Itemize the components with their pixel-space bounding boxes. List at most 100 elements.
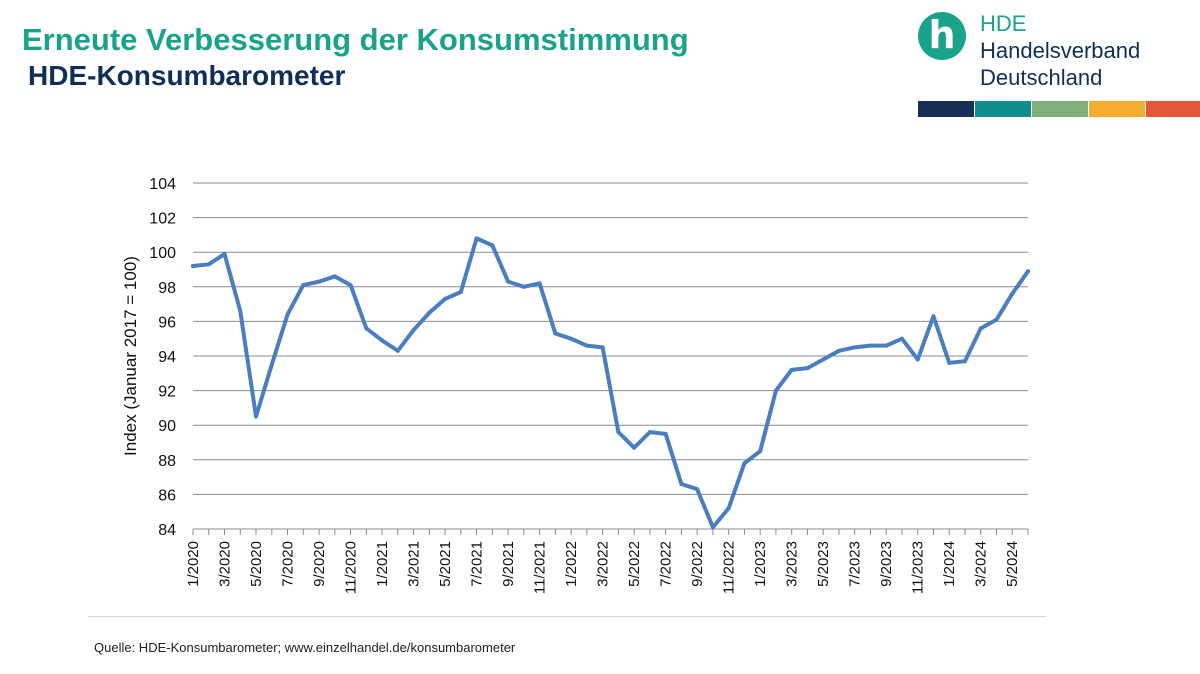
- logo-line-deutschland: Deutschland: [980, 65, 1103, 90]
- data-point: [852, 345, 857, 350]
- data-point: [206, 262, 211, 267]
- x-tick-label: 11/2020: [343, 541, 360, 594]
- page-subtitle: HDE-Konsumbarometer: [28, 60, 346, 91]
- data-point: [805, 366, 810, 371]
- data-point: [632, 445, 637, 450]
- logo-color-segment-1: [918, 101, 974, 117]
- x-tick-label: 7/2022: [658, 541, 675, 587]
- data-point: [931, 314, 936, 319]
- x-tick-label: 7/2020: [280, 541, 297, 587]
- data-point: [238, 309, 243, 314]
- data-point: [317, 279, 322, 284]
- data-point: [1026, 269, 1030, 274]
- x-tick-label: 11/2022: [721, 541, 738, 594]
- series-line-1: [191, 236, 1030, 530]
- logo-text: HDE Handelsverband Deutschland: [980, 10, 1140, 91]
- data-point: [663, 431, 668, 436]
- data-point: [458, 289, 463, 294]
- data-point: [947, 360, 952, 365]
- x-tick-label: 11/2021: [532, 541, 549, 594]
- data-point: [994, 317, 999, 322]
- data-point: [868, 343, 873, 348]
- logo-line-handelsverband: Handelsverband: [980, 38, 1141, 63]
- x-tick-label: 11/2023: [910, 541, 927, 594]
- x-tick-label: 5/2020: [248, 541, 265, 587]
- x-tick-label: 1/2024: [941, 541, 958, 587]
- data-point: [584, 343, 589, 348]
- x-tick-label: 3/2020: [217, 541, 234, 587]
- data-point: [758, 449, 763, 454]
- x-tick-label: 3/2023: [784, 541, 801, 587]
- data-point: [521, 284, 526, 289]
- data-point: [899, 336, 904, 341]
- data-point: [569, 336, 574, 341]
- logo-color-segment-2: [975, 101, 1031, 117]
- data-point: [395, 348, 400, 353]
- data-point: [695, 487, 700, 492]
- y-tick-label: 100: [149, 245, 176, 262]
- data-point: [490, 243, 495, 248]
- x-tick-label: 7/2021: [469, 541, 486, 587]
- x-tick-label: 3/2021: [406, 541, 423, 587]
- y-tick-label: 96: [158, 314, 176, 331]
- y-tick-label: 102: [149, 211, 176, 228]
- logo-line-hde: HDE: [980, 11, 1027, 36]
- x-tick-label: 3/2024: [973, 541, 990, 587]
- data-point: [332, 274, 337, 279]
- data-point: [348, 283, 353, 288]
- data-point: [427, 310, 432, 315]
- logo-color-segment-3: [1032, 101, 1088, 117]
- data-point: [506, 279, 511, 284]
- data-point: [773, 388, 778, 393]
- data-point: [553, 331, 558, 336]
- data-point: [600, 345, 605, 350]
- source-note: Quelle: HDE-Konsumbarometer; www.einzelh…: [94, 640, 516, 655]
- footer-divider: [88, 616, 1046, 617]
- x-tick-label: 1/2021: [374, 541, 391, 587]
- data-point: [884, 343, 889, 348]
- data-point: [222, 251, 227, 256]
- data-point: [285, 312, 290, 317]
- page-title: Erneute Verbesserung der Konsumstimmung: [22, 22, 689, 57]
- y-tick-label: 98: [158, 280, 176, 297]
- x-tick-label: 5/2024: [1004, 541, 1021, 587]
- hde-h-logo-icon: h: [918, 12, 966, 60]
- x-tick-label: 3/2022: [595, 541, 612, 587]
- data-point: [726, 506, 731, 511]
- data-point: [789, 367, 794, 372]
- x-tick-label: 5/2021: [437, 541, 454, 587]
- y-tick-label: 94: [158, 349, 176, 366]
- data-point: [411, 328, 416, 333]
- data-point: [254, 414, 259, 419]
- logo-color-segment-5: [1146, 101, 1200, 117]
- data-point: [978, 326, 983, 331]
- x-tick-label: 5/2023: [815, 541, 832, 587]
- data-point: [915, 357, 920, 362]
- data-point: [679, 482, 684, 487]
- data-point: [836, 348, 841, 353]
- hde-logo: h HDE Handelsverband Deutschland: [918, 10, 1200, 120]
- data-point: [443, 296, 448, 301]
- logo-color-bar: [918, 101, 1200, 117]
- data-point: [474, 236, 479, 241]
- y-tick-label: 104: [149, 176, 176, 193]
- data-point: [380, 338, 385, 343]
- x-tick-label: 9/2023: [878, 541, 895, 587]
- data-point: [647, 430, 652, 435]
- data-point: [191, 264, 195, 269]
- y-axis-label: Index (Januar 2017 = 100): [121, 256, 140, 456]
- x-tick-label: 9/2021: [500, 541, 517, 587]
- data-point: [269, 362, 274, 367]
- data-point: [364, 326, 369, 331]
- x-tick-label: 7/2023: [847, 541, 864, 587]
- y-tick-label: 84: [158, 522, 176, 539]
- data-point: [710, 525, 715, 530]
- x-tick-label: 1/2022: [563, 541, 580, 587]
- y-tick-label: 90: [158, 418, 176, 435]
- data-point: [1010, 291, 1015, 296]
- logo-color-segment-4: [1089, 101, 1145, 117]
- x-tick-label: 5/2022: [626, 541, 643, 587]
- x-tick-label: 1/2020: [185, 541, 202, 587]
- data-point: [301, 283, 306, 288]
- data-point: [742, 461, 747, 466]
